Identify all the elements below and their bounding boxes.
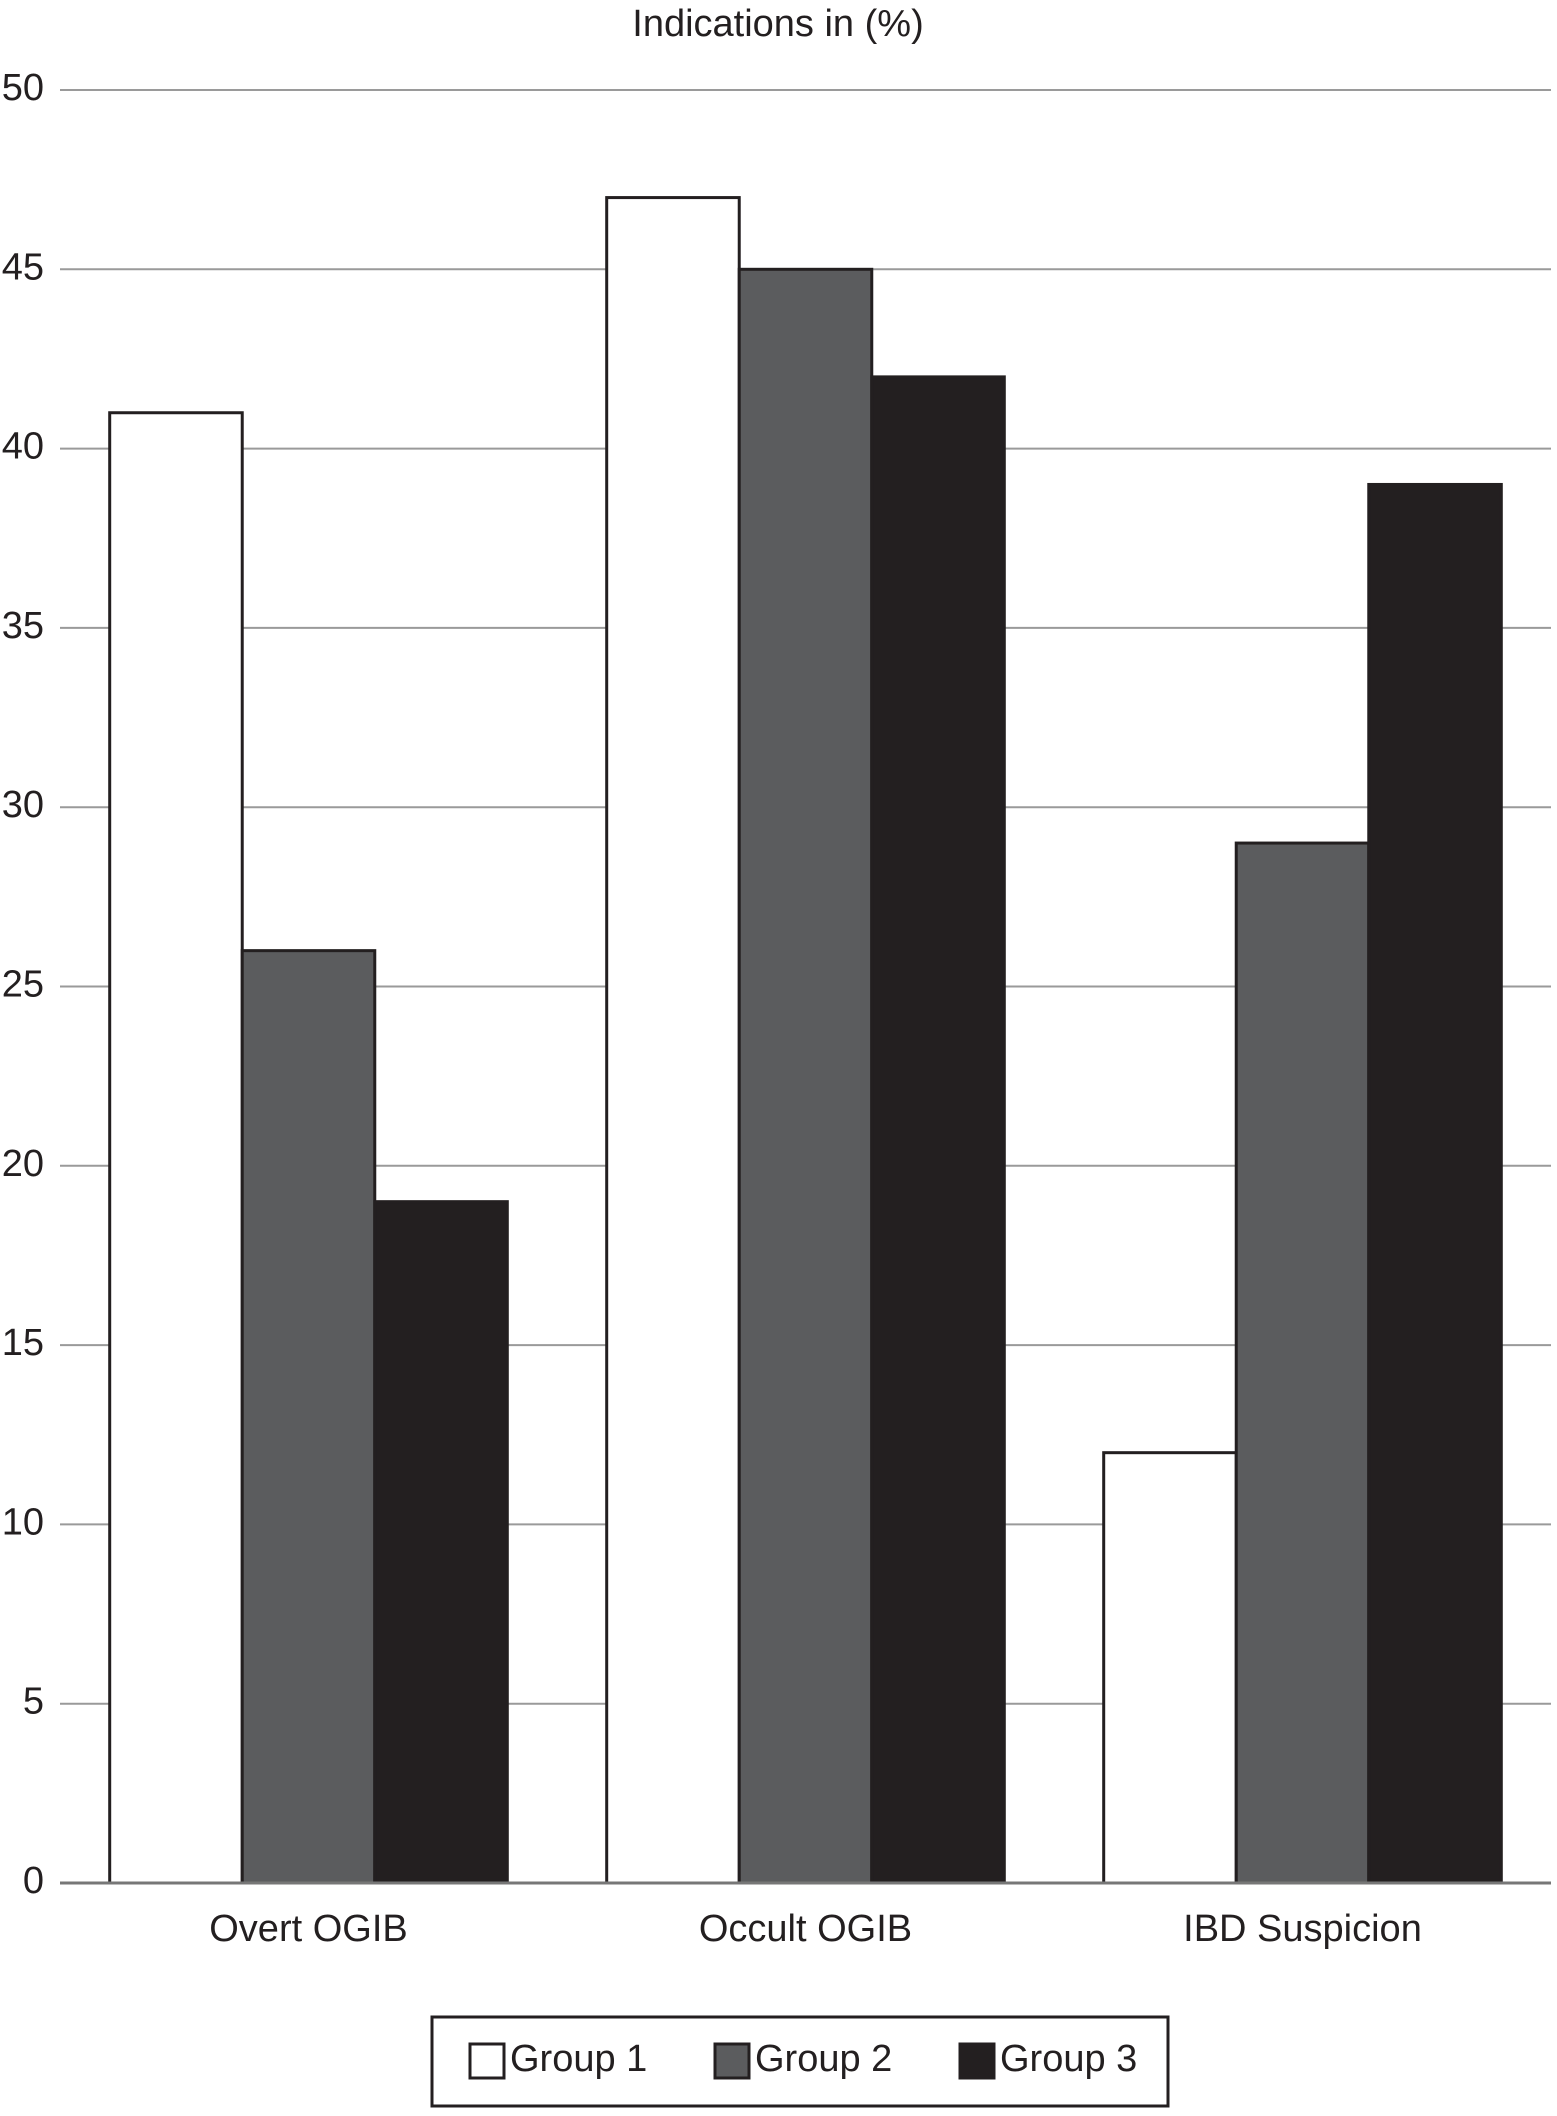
y-tick-label: 5 [23, 1681, 44, 1723]
bar [605, 196, 741, 1885]
y-tick-label: 45 [2, 246, 44, 288]
y-tick-label: 15 [2, 1322, 44, 1364]
x-tick-label: Occult OGIB [699, 1908, 912, 1950]
legend-swatch [958, 2042, 996, 2080]
chart-title: Indications in (%) [632, 3, 923, 45]
bar [1102, 1451, 1238, 1885]
y-tick-label: 30 [2, 784, 44, 826]
y-tick-label: 35 [2, 605, 44, 647]
legend-swatch [713, 2042, 751, 2080]
bar [373, 1200, 509, 1885]
y-tick-label: 25 [2, 964, 44, 1006]
legend-swatch [468, 2042, 506, 2080]
legend-label: Group 3 [1000, 2038, 1137, 2080]
x-tick-label: IBD Suspicion [1183, 1908, 1422, 1950]
bar [1367, 482, 1503, 1885]
y-tick-label: 40 [2, 426, 44, 468]
y-tick-label: 50 [2, 67, 44, 109]
bar [737, 267, 874, 1885]
y-tick-label: 0 [23, 1860, 44, 1902]
bar [870, 375, 1006, 1885]
y-tick-label: 20 [2, 1143, 44, 1185]
bar [1234, 841, 1371, 1885]
bar [108, 411, 244, 1885]
y-tick-label: 10 [2, 1501, 44, 1543]
legend-label: Group 1 [510, 2038, 647, 2080]
legend-box [430, 2015, 1170, 2108]
bar [240, 949, 377, 1885]
legend-label: Group 2 [755, 2038, 892, 2080]
x-tick-label: Overt OGIB [209, 1908, 407, 1950]
